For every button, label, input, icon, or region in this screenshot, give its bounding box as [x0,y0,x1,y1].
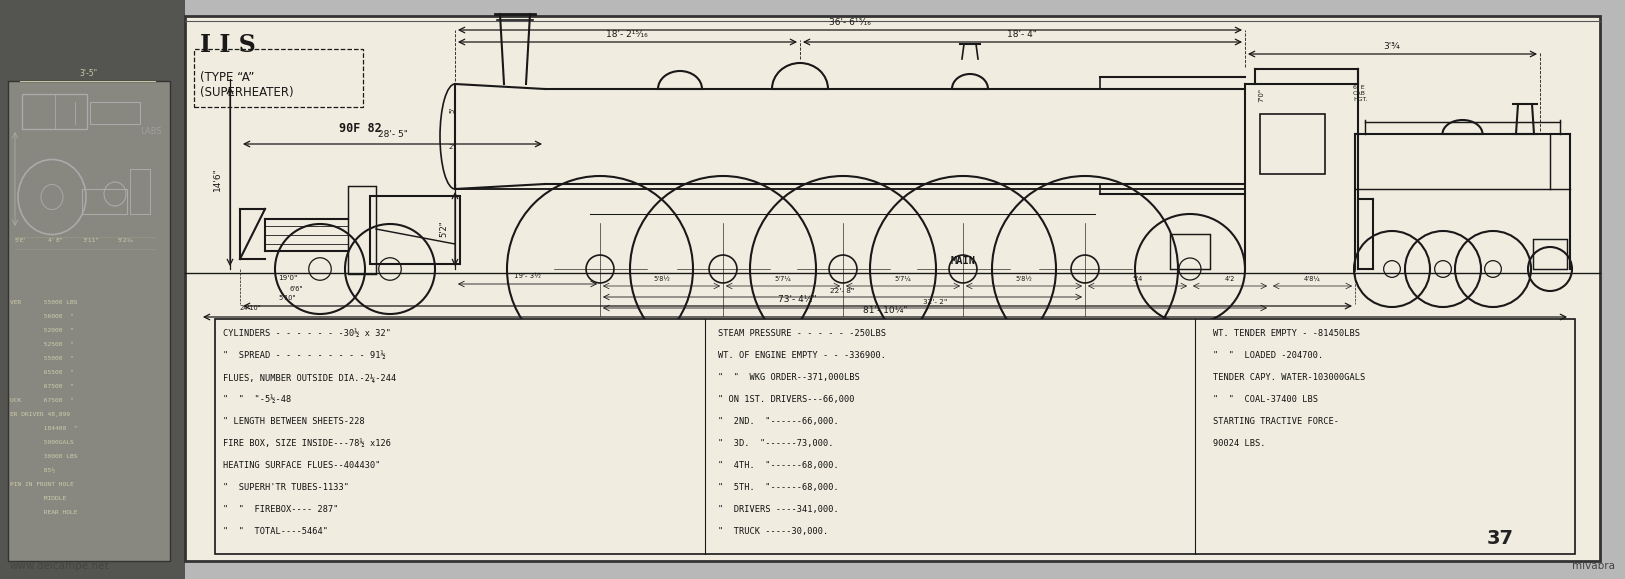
Text: 18'- 2¹⁵⁄₁₆: 18'- 2¹⁵⁄₁₆ [606,30,648,39]
Text: 65500  ": 65500 " [10,370,73,375]
Text: WT. TENDER EMPTY - -81450LBS: WT. TENDER EMPTY - -81450LBS [1212,329,1360,338]
Text: (SUPERHEATER): (SUPERHEATER) [200,86,294,99]
Text: 184400  ": 184400 " [10,426,78,431]
Bar [8,81,171,561]
Text: WT. OF ENGINE EMPTY - - -336900.: WT. OF ENGINE EMPTY - - -336900. [718,351,886,360]
Text: "  3D.  "------73,000.: " 3D. "------73,000. [718,439,834,448]
Text: 5000GALS: 5000GALS [10,440,73,445]
Text: TENDER CAPY. WATER-103000GALS: TENDER CAPY. WATER-103000GALS [1212,373,1365,382]
Bar [0,0,185,579]
Text: LABS: LABS [140,127,161,136]
Text: " ON 1ST. DRIVERS---66,000: " ON 1ST. DRIVERS---66,000 [718,395,855,404]
Text: 19'0": 19'0" [278,275,297,281]
Text: 4'8¼: 4'8¼ [1305,276,1321,282]
Text: 14'6": 14'6" [213,167,223,191]
Bar [23,94,88,129]
Text: "  TRUCK -----30,000.: " TRUCK -----30,000. [718,527,829,536]
Text: 90024 LBS.: 90024 LBS. [1212,439,1266,448]
Text: 37: 37 [1487,529,1513,548]
Text: 2": 2" [449,144,455,150]
Text: "  "  "-5½-48: " " "-5½-48 [223,395,291,404]
Text: "  2ND.  "------66,000.: " 2ND. "------66,000. [718,417,838,426]
Text: 81'- 10¼": 81'- 10¼" [863,306,907,315]
Text: "  "  WKG ORDER--371,000LBS: " " WKG ORDER--371,000LBS [718,373,860,382]
Bar [214,319,1575,554]
Text: 73'- 4½": 73'- 4½" [778,295,816,304]
Text: "  "  TOTAL----5464": " " TOTAL----5464" [223,527,328,536]
Text: 5'7¼: 5'7¼ [895,276,912,282]
Text: 24'10": 24'10" [240,305,262,311]
Text: 36'- 6¹³⁄₁₆: 36'- 6¹³⁄₁₆ [829,18,871,27]
Text: 67500  ": 67500 " [10,384,73,389]
Text: 5'E': 5'E' [15,238,26,243]
Text: 5'8½: 5'8½ [653,276,669,282]
Text: 5'10": 5'10" [278,295,296,301]
Text: VER      55000 LBS: VER 55000 LBS [10,300,78,305]
Bar [370,196,460,264]
Text: PIN IN FRONT HOLE: PIN IN FRONT HOLE [10,482,73,487]
Text: 4' 8": 4' 8" [49,238,63,243]
Text: 5'8½: 5'8½ [1016,276,1032,282]
Text: 5'2¼: 5'2¼ [119,238,133,243]
Text: "  "  COAL-37400 LBS: " " COAL-37400 LBS [1212,395,1318,404]
Bar [1259,114,1324,174]
Text: "  SUPERH'TR TUBES-1133": " SUPERH'TR TUBES-1133" [223,483,349,492]
Bar [130,169,150,214]
Text: 90F 82: 90F 82 [338,122,382,135]
Text: (TYPE “A”: (TYPE “A” [200,71,255,84]
Text: 52500  ": 52500 " [10,342,73,347]
Text: REAR HOLE: REAR HOLE [10,510,78,515]
Text: 5'4: 5'4 [1133,276,1142,282]
Text: STARTING TRACTIVE FORCE-: STARTING TRACTIVE FORCE- [1212,417,1339,426]
Bar [348,186,375,274]
Text: CYLINDERS - - - - - - -30½ x 32": CYLINDERS - - - - - - -30½ x 32" [223,329,392,338]
Text: " LENGTH BETWEEN SHEETS-228: " LENGTH BETWEEN SHEETS-228 [223,417,364,426]
Text: "  "  FIREBOX---- 287": " " FIREBOX---- 287" [223,505,338,514]
Text: FIRE BOX, SIZE INSIDE---78½ x126: FIRE BOX, SIZE INSIDE---78½ x126 [223,439,392,448]
Bar [185,16,1601,561]
Text: 6'6": 6'6" [289,286,304,292]
Text: 4'2: 4'2 [1225,276,1235,282]
Text: 32'- 2": 32'- 2" [923,299,947,305]
Text: 5': 5' [449,107,455,113]
Text: "  "  LOADED -204700.: " " LOADED -204700. [1212,351,1323,360]
Text: I I S: I I S [200,33,255,57]
Bar [1532,239,1566,269]
Text: 19'- 3½: 19'- 3½ [514,273,541,279]
Text: 56000  ": 56000 " [10,314,73,319]
Bar [89,102,140,124]
Text: "  5TH.  "------68,000.: " 5TH. "------68,000. [718,483,838,492]
Text: 3'-5": 3'-5" [80,69,98,78]
Text: 5'2": 5'2" [439,221,449,237]
Text: 3'¾: 3'¾ [1383,42,1401,51]
Text: www.delcampe.net: www.delcampe.net [10,561,109,571]
Text: 7'0": 7'0" [1258,88,1264,102]
Text: 52000  ": 52000 " [10,328,73,333]
Text: "  DRIVERS ----341,000.: " DRIVERS ----341,000. [718,505,838,514]
Text: 18'- 4": 18'- 4" [1008,30,1037,39]
Text: MAIN: MAIN [951,256,975,266]
Text: 55000  ": 55000 " [10,356,73,361]
Text: "  SPREAD - - - - - - - - - 91½: " SPREAD - - - - - - - - - 91½ [223,351,385,360]
Text: 22'- 8": 22'- 8" [830,288,855,294]
Text: 3'11": 3'11" [83,238,99,243]
Text: 5'7¼: 5'7¼ [775,276,791,282]
Text: FLUES, NUMBER OUTSIDE DIA.-2¼-244: FLUES, NUMBER OUTSIDE DIA.-2¼-244 [223,373,396,382]
Text: "  4TH.  "------68,000.: " 4TH. "------68,000. [718,461,838,470]
Text: mivabra: mivabra [1571,561,1615,571]
Text: HEATING SURFACE FLUES--404430": HEATING SURFACE FLUES--404430" [223,461,380,470]
Text: 6' E
CAB
HGT.: 6' E CAB HGT. [1354,85,1368,102]
Text: 85½: 85½ [10,468,55,473]
Bar [1170,234,1211,269]
Text: UCK      67500  ": UCK 67500 " [10,398,73,403]
Text: 30000 LBS: 30000 LBS [10,454,78,459]
Text: 28'- 5": 28'- 5" [377,130,408,139]
Bar [81,189,127,214]
Text: MIDDLE: MIDDLE [10,496,67,501]
Text: STEAM PRESSURE - - - - - -250LBS: STEAM PRESSURE - - - - - -250LBS [718,329,886,338]
Text: ER DRIVER 48,899: ER DRIVER 48,899 [10,412,70,417]
